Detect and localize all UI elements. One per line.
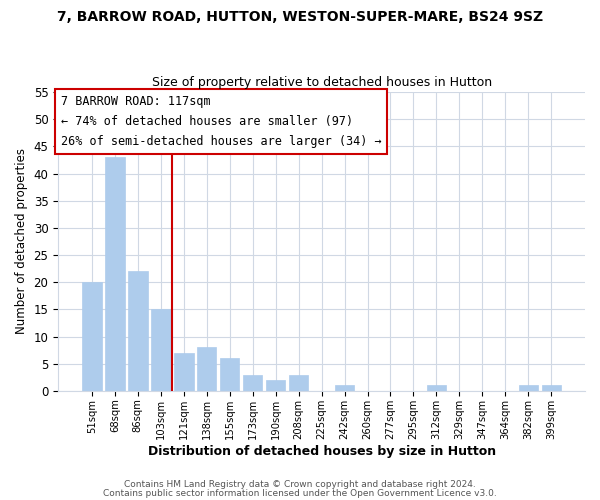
Text: 7, BARROW ROAD, HUTTON, WESTON-SUPER-MARE, BS24 9SZ: 7, BARROW ROAD, HUTTON, WESTON-SUPER-MAR… [57, 10, 543, 24]
Bar [518, 386, 538, 391]
Bar [128, 272, 148, 391]
Text: Contains public sector information licensed under the Open Government Licence v3: Contains public sector information licen… [103, 488, 497, 498]
Bar [105, 158, 125, 391]
Bar [266, 380, 286, 391]
Bar [174, 353, 194, 391]
Bar [197, 348, 217, 391]
Bar [335, 386, 355, 391]
Bar [82, 282, 101, 391]
Bar [289, 374, 308, 391]
Bar [542, 386, 561, 391]
Text: 7 BARROW ROAD: 117sqm
← 74% of detached houses are smaller (97)
26% of semi-deta: 7 BARROW ROAD: 117sqm ← 74% of detached … [61, 95, 382, 148]
Bar [151, 310, 170, 391]
Text: Contains HM Land Registry data © Crown copyright and database right 2024.: Contains HM Land Registry data © Crown c… [124, 480, 476, 489]
Y-axis label: Number of detached properties: Number of detached properties [15, 148, 28, 334]
Bar [243, 374, 262, 391]
Title: Size of property relative to detached houses in Hutton: Size of property relative to detached ho… [152, 76, 491, 90]
X-axis label: Distribution of detached houses by size in Hutton: Distribution of detached houses by size … [148, 444, 496, 458]
Bar [427, 386, 446, 391]
Bar [220, 358, 239, 391]
